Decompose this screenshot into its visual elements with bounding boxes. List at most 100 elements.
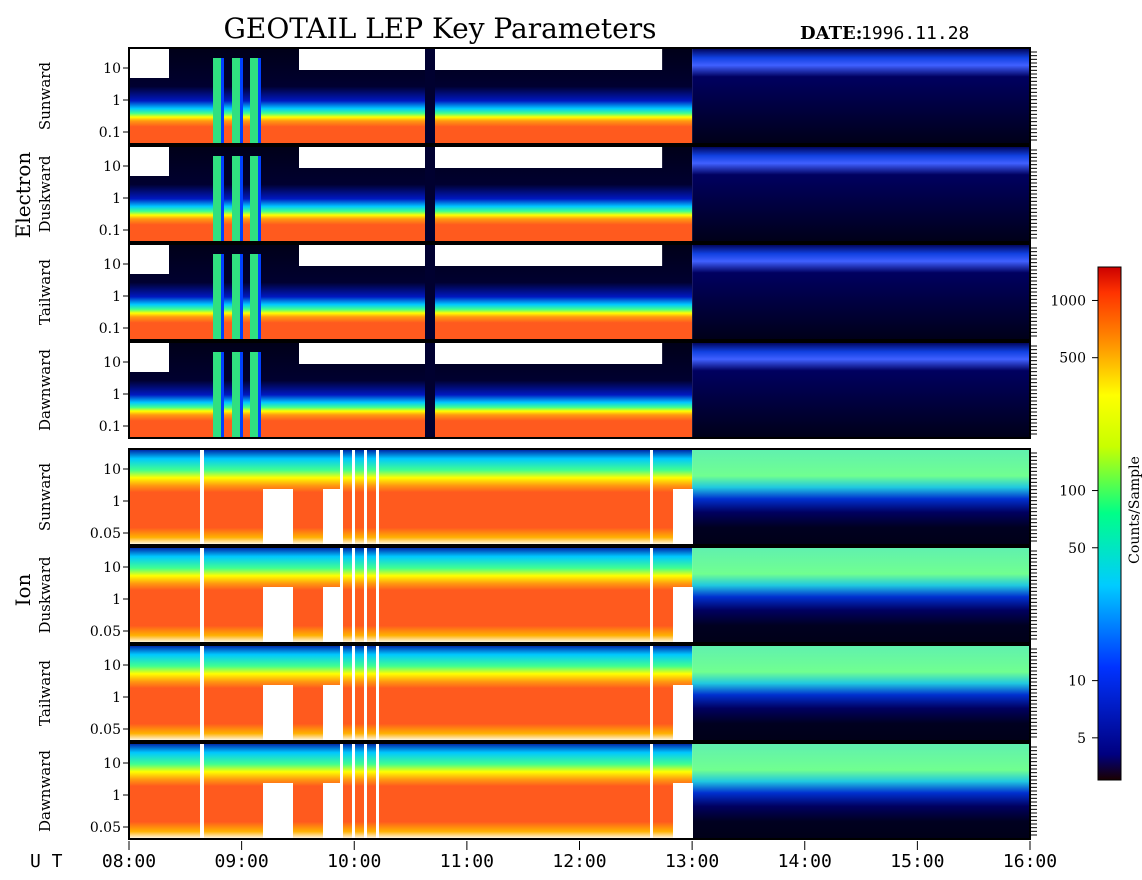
nodata-region [673, 587, 693, 643]
nodata-stripe [200, 645, 204, 741]
spectrogram-late [692, 244, 1030, 340]
y-tick-label: 10 [103, 658, 121, 674]
y-tick-label: 1 [112, 592, 121, 608]
y-tick-label: 1 [112, 387, 121, 403]
gap-column [425, 48, 435, 144]
panel-direction-label: Sunward [36, 62, 54, 131]
y-tick-label: 1 [112, 289, 121, 305]
electron-sunward-panel: 10 1 0.1 Sunward [36, 47, 1037, 145]
burst-column [240, 352, 243, 438]
nodata-region [299, 244, 663, 266]
nodata-stripe [340, 645, 343, 741]
electron-tailward-panel: 10 1 0.1 Tailward [36, 243, 1037, 341]
nodata-stripe [650, 645, 653, 741]
nodata-stripe [376, 645, 379, 741]
nodata-region [129, 146, 169, 176]
spectrogram-early [129, 743, 693, 839]
nodata-stripe [376, 743, 379, 839]
burst-column [240, 58, 243, 144]
y-tick-label: 10 [103, 61, 121, 77]
burst-column [240, 254, 243, 340]
nodata-stripe [364, 743, 367, 839]
y-tick-label: 1 [112, 690, 121, 706]
nodata-stripe [340, 547, 343, 643]
colorbar-ticks: 1000 500 100 50 10 5 [1050, 293, 1098, 747]
y-tick-label: 0.05 [90, 820, 121, 836]
nodata-region [323, 685, 341, 741]
y-tick-label: 1 [112, 93, 121, 109]
burst-column [221, 254, 224, 340]
burst-column [213, 352, 221, 438]
chart-title: GEOTAIL LEP Key Parameters [224, 12, 657, 45]
nodata-stripe [352, 547, 355, 643]
x-tick-label: 10:00 [327, 851, 381, 872]
nodata-region [129, 48, 169, 78]
time-axis-label: U T [30, 851, 63, 872]
panel-direction-label: Duskward [36, 556, 54, 633]
y-tick-label: 10 [103, 257, 121, 273]
y-tick-label: 0.05 [90, 624, 121, 640]
nodata-stripe [352, 449, 355, 545]
burst-column [250, 254, 258, 340]
nodata-stripe [340, 743, 343, 839]
x-tick-label: 13:00 [665, 851, 719, 872]
nodata-region [323, 489, 341, 545]
x-tick-label: 09:00 [215, 851, 269, 872]
burst-column [258, 156, 261, 242]
panels-layer: 10 1 0.1 Sunward 10 1 0.1 Duskward 10 1 0.1 Tailwar… [36, 47, 1037, 840]
gap-column [425, 146, 435, 242]
nodata-stripe [376, 449, 379, 545]
nodata-region [299, 146, 663, 168]
nodata-region [673, 685, 693, 741]
burst-column [221, 58, 224, 144]
y-tick-label: 0.1 [99, 223, 121, 239]
burst-column [221, 156, 224, 242]
nodata-stripe [364, 645, 367, 741]
nodata-stripe [650, 449, 653, 545]
y-tick-label: 10 [103, 462, 121, 478]
burst-column [258, 352, 261, 438]
nodata-stripe [352, 645, 355, 741]
burst-column [232, 58, 240, 144]
x-tick-label: 16:00 [1003, 851, 1057, 872]
burst-column [213, 254, 221, 340]
burst-column [258, 58, 261, 144]
spectrogram-early [129, 449, 693, 545]
panel-direction-label: Duskward [36, 155, 54, 232]
x-tick-label: 08:00 [102, 851, 156, 872]
nodata-stripe [200, 743, 204, 839]
nodata-region [263, 489, 293, 545]
spectrogram-late [692, 48, 1030, 144]
nodata-stripe [200, 449, 204, 545]
nodata-stripe [650, 547, 653, 643]
time-axis: 08:00 09:00 10:00 11:00 12:00 13:00 14:00 15:00… [102, 841, 1057, 872]
ion-dawnward-panel: 10 1 0.05 Dawnward [36, 742, 1037, 840]
y-tick-label: 0.1 [99, 125, 121, 141]
colorbar-tick-label: 50 [1068, 541, 1086, 557]
colorbar-label: Counts/Sample [1127, 456, 1142, 564]
spectrogram-late [692, 146, 1030, 242]
y-tick-label: 10 [103, 355, 121, 371]
x-tick-label: 14:00 [778, 851, 832, 872]
nodata-region [323, 587, 341, 643]
y-tick-label: 0.05 [90, 526, 121, 542]
nodata-stripe [364, 449, 367, 545]
nodata-stripe [200, 547, 204, 643]
nodata-stripe [364, 547, 367, 643]
nodata-stripe [340, 449, 343, 545]
ion-tailward-panel: 10 1 0.05 Tailward [36, 644, 1037, 742]
gap-column [425, 244, 435, 340]
panel-direction-label: Tailward [36, 259, 54, 325]
burst-column [232, 156, 240, 242]
nodata-region [673, 489, 693, 545]
group-label-electron: Electron [11, 152, 35, 239]
y-tick-label: 10 [103, 560, 121, 576]
electron-duskward-panel: 10 1 0.1 Duskward [36, 145, 1037, 243]
group-label-ion: Ion [11, 573, 35, 606]
nodata-stripe [376, 547, 379, 643]
burst-column [240, 156, 243, 242]
burst-column [232, 352, 240, 438]
panel-direction-label: Dawnward [36, 349, 54, 431]
